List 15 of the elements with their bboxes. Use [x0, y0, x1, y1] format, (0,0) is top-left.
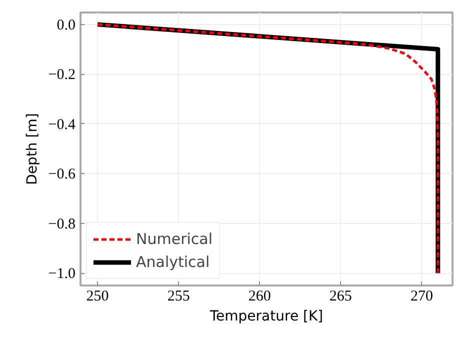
y-tick-label: −0.2 [48, 67, 76, 84]
x-tick-label: 265 [329, 288, 352, 304]
y-tick-label: −1.0 [48, 266, 76, 282]
x-tick-label: 250 [86, 288, 109, 304]
y-tick-label: 0.0 [56, 17, 76, 34]
x-axis-title: Temperature [K] [208, 308, 324, 324]
x-tick-label: 270 [410, 288, 433, 304]
y-tick-label: −0.4 [48, 116, 76, 133]
y-tick-label: −0.6 [48, 166, 76, 183]
legend-label: Analytical [136, 253, 210, 271]
x-tick-label: 260 [248, 288, 271, 304]
y-axis-title: Depth [m] [24, 113, 40, 185]
y-tick-label: −0.8 [48, 216, 76, 232]
legend-label: Numerical [136, 230, 213, 248]
x-tick-label: 255 [167, 288, 190, 304]
